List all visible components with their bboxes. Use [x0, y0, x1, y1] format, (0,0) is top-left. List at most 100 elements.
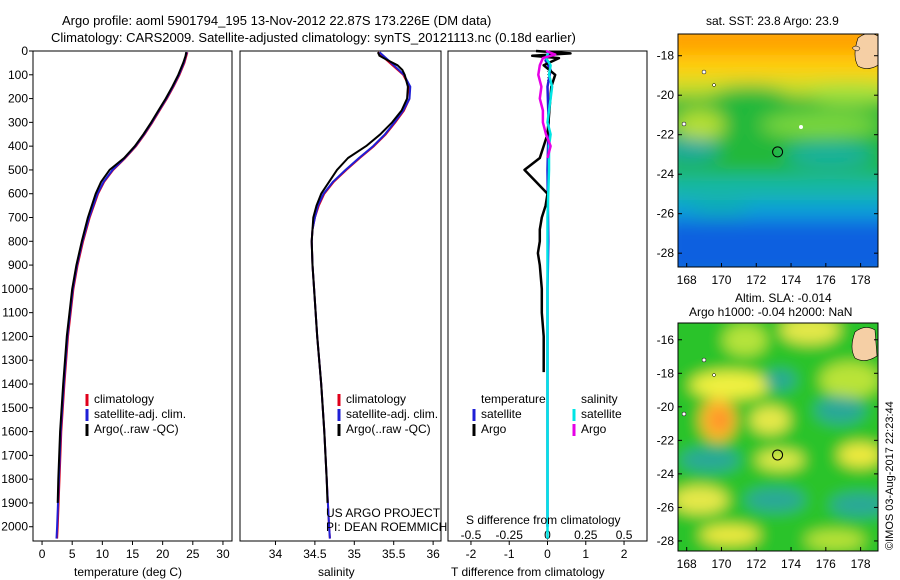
y-tick-label: 600: [8, 187, 28, 201]
x-tick-label: 34.5: [303, 547, 327, 561]
lat-tick-label: -26: [657, 500, 675, 514]
difference-panel: -2 -1 0 1 2 -0.5 -0.25 0 0.25 0.5 S difference f…: [447, 49, 648, 579]
x-tick-label: 36: [426, 547, 440, 561]
difference-series: [523, 49, 572, 539]
salinity-axes-box: [239, 50, 442, 542]
legend-climatology-label: climatology: [94, 392, 154, 406]
y-tick-label: 1400: [1, 377, 28, 391]
x-tick-label: 1: [582, 547, 589, 561]
salinity-legend: climatology satellite-adj. clim. Argo(..…: [337, 392, 438, 436]
temperature-panel: 0100200300400500600700800900100011001200…: [1, 44, 233, 579]
temperature-y-ticks: 0 100 200 300 400 500 600 700 800 900 1000 1100 1200…: [1, 44, 33, 534]
lat-tick-label: -22: [657, 433, 675, 447]
series-temperature-argo: [523, 49, 572, 373]
x-tick-label: 35.5: [382, 547, 406, 561]
sst-map-frame: [677, 33, 879, 268]
header-line-2: Climatology: CARS2009. Satellite-adjuste…: [51, 30, 576, 45]
island-fiji: [851, 327, 878, 361]
argo-float-marker: [772, 449, 784, 461]
difference-x-ticks: -2 -1 0 1 2: [466, 541, 628, 561]
island-fiji: [851, 45, 861, 52]
x-tick-label: 10: [96, 547, 110, 561]
top-tick-label: 0.25: [574, 528, 598, 542]
sst-map: sat. SST: 23.8 Argo: 23.9: [657, 14, 879, 287]
sla-map-title-1: Altim. SLA: -0.014: [735, 291, 832, 305]
legend-argo-label: Argo(..raw -QC): [94, 422, 179, 436]
difference-xlabel: T difference from climatology: [451, 565, 605, 579]
y-tick-label: 200: [8, 92, 28, 106]
legend-argo-label: Argo(..raw -QC): [346, 422, 431, 436]
temperature-legend: climatology satellite-adj. clim. Argo(..…: [85, 392, 186, 436]
x-tick-label: -2: [466, 547, 477, 561]
y-tick-label: 1800: [1, 472, 28, 486]
x-tick-label: 5: [69, 547, 76, 561]
salinity-xlabel: salinity: [318, 565, 355, 579]
salinity-panel: 34 34.5 35 35.5 36 salinity climatology sate…: [239, 50, 447, 579]
legend-t-satellite-label: satellite: [481, 407, 522, 421]
legend-t-argo-label: Argo: [481, 422, 507, 436]
lat-tick-label: -20: [657, 400, 675, 414]
island-marker: [701, 357, 707, 363]
lon-tick-label: 172: [746, 273, 766, 287]
lon-tick-label: 170: [711, 557, 731, 571]
lon-tick-label: 168: [677, 557, 697, 571]
x-tick-label: 30: [216, 547, 230, 561]
legend-temperature-heading: temperature: [481, 392, 546, 406]
top-tick-label: -0.25: [496, 528, 524, 542]
lat-tick-label: -18: [657, 49, 675, 63]
sst-map-title: sat. SST: 23.8 Argo: 23.9: [706, 14, 839, 28]
salinity-series: [310, 51, 412, 539]
imos-credit: ©IMOS 03-Aug-2017 22:23:44: [884, 401, 896, 550]
legend-s-satellite-label: satellite: [581, 407, 622, 421]
lon-tick-label: 176: [816, 273, 836, 287]
legend-satellite-label: satellite-adj. clim.: [94, 407, 186, 421]
lon-tick-label: 176: [816, 557, 836, 571]
x-tick-label: 0: [39, 547, 46, 561]
y-tick-label: 1900: [1, 496, 28, 510]
temperature-axes-box: [32, 50, 233, 542]
island-marker: [712, 373, 716, 377]
sla-map-frame: [677, 322, 879, 552]
temperature-x-ticks: 0 5 10 15 20 25 30: [39, 541, 230, 561]
lon-tick-label: 178: [851, 273, 871, 287]
legend-salinity-heading: salinity: [581, 392, 618, 406]
y-tick-label: 1200: [1, 329, 28, 343]
legend-climatology-label: climatology: [346, 392, 406, 406]
lat-tick-label: -18: [657, 366, 675, 380]
y-tick-label: 1500: [1, 401, 28, 415]
y-tick-label: 100: [8, 68, 28, 82]
x-tick-label: 20: [156, 547, 170, 561]
project-annotation: US ARGO PROJECT: [326, 506, 441, 520]
lat-tick-label: -28: [657, 534, 675, 548]
y-tick-label: 1300: [1, 353, 28, 367]
y-tick-label: 1000: [1, 282, 28, 296]
y-tick-label: 700: [8, 211, 28, 225]
y-tick-label: 1600: [1, 425, 28, 439]
sst-lat-ticks: -18 -20 -22 -24 -26 -28: [657, 49, 878, 260]
island-marker: [701, 69, 707, 75]
lat-tick-label: -16: [657, 333, 675, 347]
difference-legend: temperature satellite Argo salinity sate…: [472, 392, 622, 436]
x-tick-label: 34: [269, 547, 283, 561]
x-tick-label: 2: [621, 547, 628, 561]
temperature-series: [55, 51, 189, 539]
sla-map-title-2: Argo h1000: -0.04 h2000: NaN: [689, 305, 852, 319]
sla-map: Altim. SLA: -0.014 Argo h1000: -0.04 h20…: [657, 291, 879, 571]
lon-tick-label: 172: [746, 557, 766, 571]
lat-tick-label: -20: [657, 88, 675, 102]
lat-tick-label: -22: [657, 128, 675, 142]
argo-float-marker: [772, 146, 784, 158]
sst-field: [678, 34, 878, 267]
pi-annotation: PI: DEAN ROEMMICH: [326, 520, 447, 534]
header-line-1: Argo profile: aoml 5901794_195 13-Nov-20…: [62, 13, 491, 28]
salinity-x-ticks: 34 34.5 35 35.5 36: [269, 541, 440, 561]
y-tick-label: 2000: [1, 520, 28, 534]
lat-tick-label: -24: [657, 167, 675, 181]
lon-tick-label: 174: [781, 273, 801, 287]
sla-lat-ticks: -16 -18 -20 -22 -24 -26 -28: [657, 333, 878, 548]
island-marker: [712, 83, 716, 87]
legend-satellite-label: satellite-adj. clim.: [346, 407, 438, 421]
x-tick-label: 35: [348, 547, 362, 561]
lat-tick-label: -28: [657, 246, 675, 260]
island-marker: [681, 121, 687, 127]
